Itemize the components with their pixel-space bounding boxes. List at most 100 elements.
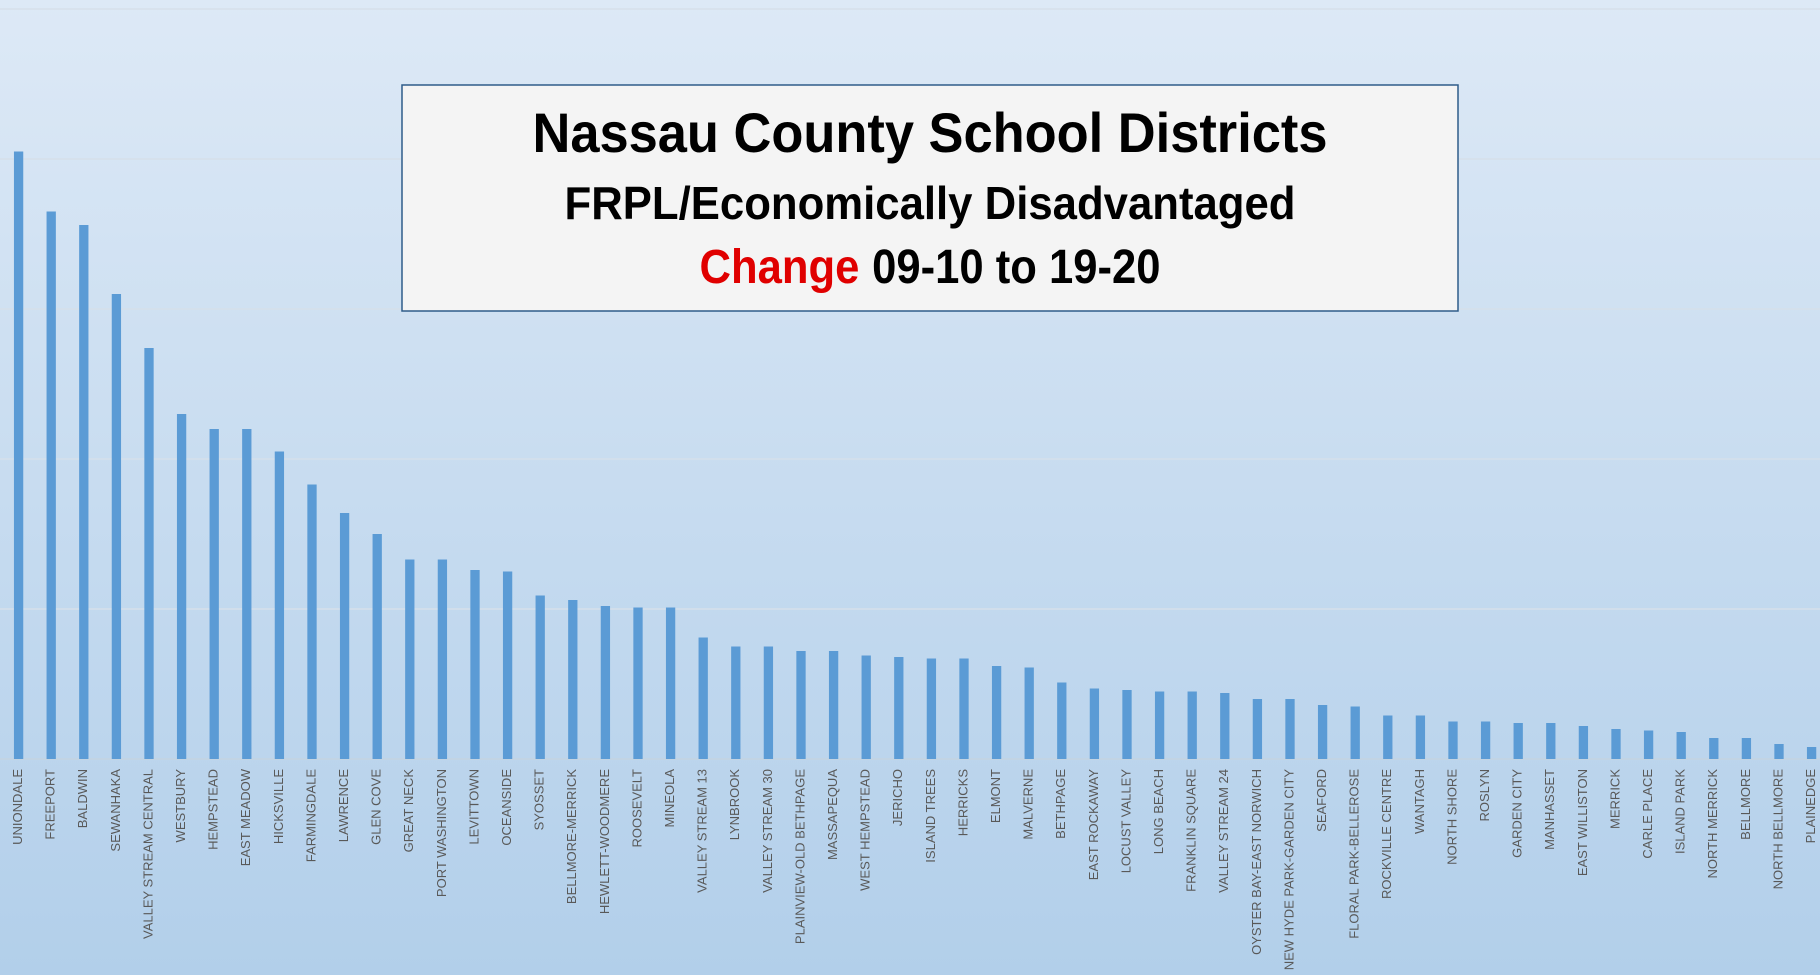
bar bbox=[209, 429, 219, 759]
bar bbox=[1676, 732, 1686, 759]
x-tick-label: BETHPAGE bbox=[1053, 769, 1068, 839]
bar bbox=[1285, 699, 1295, 759]
x-tick-label: WEST HEMPSTEAD bbox=[858, 769, 873, 891]
bar bbox=[1448, 721, 1458, 759]
x-tick-label: LONG BEACH bbox=[1151, 769, 1166, 854]
x-tick-label: PLAINVIEW-OLD BETHPAGE bbox=[792, 769, 807, 944]
bar bbox=[1383, 715, 1393, 759]
bar bbox=[1774, 744, 1784, 759]
bar bbox=[176, 414, 187, 759]
bar bbox=[1252, 699, 1263, 759]
bar bbox=[1350, 706, 1360, 759]
x-tick-label: SEWANHAKA bbox=[108, 769, 123, 852]
x-tick-label: HEMPSTEAD bbox=[206, 769, 221, 850]
x-tick-label: LEVITTOWN bbox=[466, 769, 481, 845]
x-tick-label: HICKSVILLE bbox=[271, 769, 286, 844]
bar bbox=[1024, 667, 1034, 759]
x-tick-label: LOCUST VALLEY bbox=[1118, 769, 1133, 874]
bar bbox=[926, 658, 937, 759]
bar bbox=[339, 513, 350, 759]
bar bbox=[274, 451, 285, 759]
bar bbox=[959, 658, 969, 759]
x-tick-label: MINEOLA bbox=[662, 769, 677, 828]
bar bbox=[1089, 688, 1100, 759]
x-tick-label: ROSLYN bbox=[1477, 769, 1492, 822]
bar bbox=[894, 657, 904, 759]
bar bbox=[79, 225, 89, 759]
x-tick-label: PORT WASHINGTON bbox=[434, 769, 449, 897]
x-tick-label: ROOSEVELT bbox=[629, 769, 644, 848]
x-tick-label: NEW HYDE PARK-GARDEN CITY bbox=[1281, 769, 1296, 971]
bar bbox=[1220, 693, 1230, 759]
x-tick-label: VALLEY STREAM CENTRAL bbox=[140, 769, 155, 939]
x-tick-label: EAST WILLISTON bbox=[1575, 769, 1590, 876]
x-tick-label: NORTH MERRICK bbox=[1705, 769, 1720, 879]
x-tick-label: WESTBURY bbox=[173, 769, 188, 843]
x-tick-label: MANHASSET bbox=[1542, 769, 1557, 850]
x-tick-label: VALLEY STREAM 24 bbox=[1216, 769, 1231, 893]
x-tick-label: GLEN COVE bbox=[369, 769, 384, 845]
x-tick-label: LAWRENCE bbox=[336, 769, 351, 843]
bar bbox=[372, 534, 382, 759]
bar bbox=[1057, 682, 1067, 759]
x-tick-label: FRANKLIN SQUARE bbox=[1184, 769, 1199, 892]
x-tick-label: OYSTER BAY-EAST NORWICH bbox=[1249, 769, 1264, 955]
x-tick-label: ISLAND TREES bbox=[923, 769, 938, 863]
subtitle-highlight: Change bbox=[700, 241, 860, 294]
bar bbox=[535, 595, 545, 759]
bar bbox=[991, 666, 1002, 759]
x-tick-label: SEAFORD bbox=[1314, 769, 1329, 832]
chart-subtitle: FRPL/Economically Disadvantaged bbox=[565, 177, 1296, 229]
x-tick-label: ROCKVILLE CENTRE bbox=[1379, 769, 1394, 899]
bar bbox=[1643, 730, 1654, 759]
bar bbox=[437, 559, 448, 759]
x-tick-label: GREAT NECK bbox=[401, 769, 416, 853]
bar bbox=[1806, 747, 1817, 759]
x-tick-label: PLAINEDGE bbox=[1803, 769, 1818, 844]
bar bbox=[763, 646, 774, 759]
x-tick-label: FARMINGDALE bbox=[303, 769, 318, 863]
x-tick-label: JERICHO bbox=[890, 769, 905, 826]
x-tick-label: VALLEY STREAM 30 bbox=[760, 769, 775, 893]
x-tick-label: BELLMORE bbox=[1738, 769, 1753, 840]
x-tick-label: OCEANSIDE bbox=[499, 769, 514, 846]
chart-title: Nassau County School Districts bbox=[533, 101, 1328, 164]
bar bbox=[665, 607, 676, 759]
bar bbox=[828, 651, 839, 759]
x-tick-label: HEWLETT-WOODMERE bbox=[597, 769, 612, 914]
bar bbox=[1154, 691, 1165, 759]
x-tick-label: GARDEN CITY bbox=[1510, 769, 1525, 858]
x-tick-label: BALDWIN bbox=[75, 769, 90, 828]
bar bbox=[633, 607, 643, 759]
bar bbox=[307, 484, 317, 759]
bar bbox=[405, 559, 415, 759]
bar bbox=[144, 348, 154, 759]
title-box bbox=[401, 84, 1459, 312]
bar bbox=[600, 606, 611, 759]
x-tick-label: EAST MEADOW bbox=[238, 768, 253, 866]
x-tick-label: MALVERNE bbox=[1021, 769, 1036, 840]
x-tick-label: SYOSSET bbox=[532, 769, 547, 830]
plot-area: UNIONDALE FREEPORT BALDWIN SEWANHAKA VALLEY … bbox=[0, 8, 1820, 971]
bar bbox=[242, 429, 252, 759]
bar bbox=[470, 570, 480, 759]
bar bbox=[731, 646, 741, 759]
bar bbox=[796, 651, 806, 759]
chart-subtitle-line: Change09-10 to 19-20 bbox=[700, 241, 1161, 294]
x-tick-label: MERRICK bbox=[1607, 769, 1622, 829]
bar bbox=[1480, 721, 1491, 759]
bar bbox=[46, 211, 56, 759]
x-tick-label: MASSAPEQUA bbox=[825, 769, 840, 860]
bar bbox=[1741, 738, 1752, 759]
x-tick-label: HERRICKS bbox=[955, 769, 970, 837]
bar bbox=[1122, 690, 1132, 759]
bar bbox=[111, 294, 122, 759]
x-tick-label: ELMONT bbox=[988, 769, 1003, 823]
x-tick-label: VALLEY STREAM 13 bbox=[695, 769, 710, 893]
x-tick-label: FREEPORT bbox=[43, 769, 58, 840]
x-tick-label: CARLE PLACE bbox=[1640, 769, 1655, 859]
x-tick-label: WANTAGH bbox=[1412, 769, 1427, 834]
bar bbox=[1578, 726, 1589, 759]
